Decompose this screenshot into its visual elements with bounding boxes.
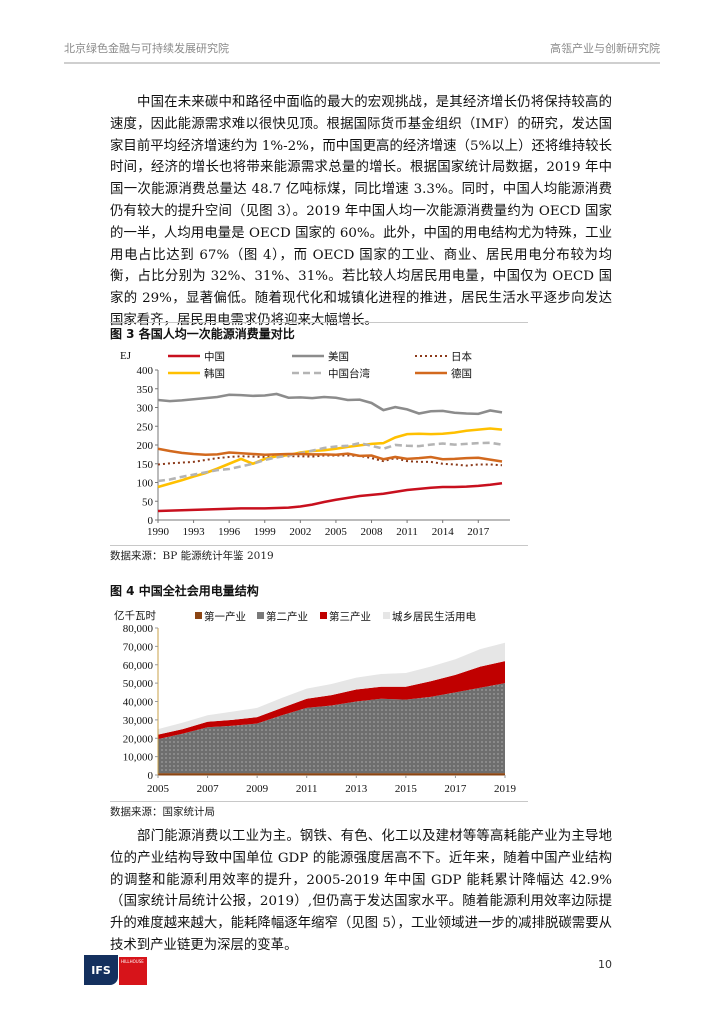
paragraph-2: 部门能源消费以工业为主。钢铁、有色、化工以及建材等等高耗能产业为主导地位的产业结… <box>110 829 612 953</box>
y-tick-label: 300 <box>137 403 154 415</box>
y-tick-label: 80,000 <box>123 623 154 635</box>
divider <box>110 322 528 323</box>
legend-label: 日本 <box>451 350 472 363</box>
y-tick-label: 400 <box>137 365 154 377</box>
figure-3-source: 数据来源：BP 能源统计年鉴 2019 <box>110 550 274 562</box>
legend-label: 第二产业 <box>266 610 308 623</box>
series-line-5 <box>157 447 503 463</box>
x-tick-label: 2014 <box>432 526 455 538</box>
x-tick-label: 2002 <box>289 526 311 538</box>
figure-3-chart: 0 50 100 150 200 250 300 350 400 1990 1993 1996 1999… <box>120 350 510 538</box>
x-tick-label: 2005 <box>147 783 170 795</box>
paragraph-1: 中国在未来碳中和路径中面临的最大的宏观挑战，是其经济增长仍将保持较高的速度，因此… <box>110 95 612 328</box>
x-tick-label: 2015 <box>395 783 418 795</box>
figure-4-source: 数据来源：国家统计局 <box>110 806 215 818</box>
y-tick-label: 50,000 <box>123 678 154 690</box>
x-tick-label: 2013 <box>345 783 368 795</box>
y-tick-label: 70,000 <box>123 641 154 653</box>
legend-label: 第一产业 <box>204 610 246 623</box>
x-tick-label: 2005 <box>325 526 348 538</box>
legend-label: 第三产业 <box>329 610 371 623</box>
legend-swatch <box>383 612 390 619</box>
y-tick-label: 40,000 <box>123 697 154 709</box>
y-tick-label: 0 <box>148 515 154 527</box>
y-tick-label: 0 <box>148 770 154 782</box>
header-left: 北京绿色金融与可持续发展研究院 <box>64 42 229 55</box>
series-line-1 <box>157 392 503 416</box>
y-tick-label: 10,000 <box>123 752 154 764</box>
legend-swatch <box>257 612 264 619</box>
series-line-0 <box>157 481 503 513</box>
area-series-1 <box>158 683 505 774</box>
y-axis-label: EJ <box>120 350 132 362</box>
area-series-2 <box>158 661 505 740</box>
x-tick-label: 2007 <box>197 783 220 795</box>
x-tick-label: 2009 <box>246 783 269 795</box>
x-tick-label: 1996 <box>218 526 241 538</box>
legend-label: 中国台湾 <box>328 367 370 380</box>
legend-swatch <box>195 612 202 619</box>
y-tick-label: 100 <box>137 478 154 490</box>
y-tick-label: 60,000 <box>123 660 154 672</box>
x-tick-label: 1993 <box>183 526 206 538</box>
page-number: 10 <box>598 958 612 971</box>
y-axis-label: 亿千瓦时 <box>114 609 156 622</box>
y-tick-label: 200 <box>137 440 154 452</box>
header-rule <box>64 62 660 64</box>
legend-label: 德国 <box>451 367 472 380</box>
hillhouse-logo: HILLHOUSE <box>119 957 147 985</box>
header-right: 高瓴产业与创新研究院 <box>550 42 660 55</box>
x-tick-label: 2011 <box>396 526 418 538</box>
figure-3-title: 图 3 各国人均一次能源消费量对比 <box>110 327 295 341</box>
figure-4-title: 图 4 中国全社会用电量结构 <box>110 584 259 598</box>
y-tick-label: 50 <box>142 496 154 508</box>
figure-4-chart: 0 10,000 20,000 30,000 40,000 50,000 60,000 70,… <box>114 609 517 795</box>
y-tick-label: 250 <box>137 421 154 433</box>
legend-label: 韩国 <box>204 367 225 380</box>
x-tick-label: 2008 <box>361 526 384 538</box>
area-series-3 <box>158 642 505 735</box>
x-tick-label: 2017 <box>444 783 467 795</box>
divider <box>110 545 528 546</box>
y-tick-label: 30,000 <box>123 715 154 727</box>
x-tick-label: 2019 <box>494 783 517 795</box>
legend-label: 美国 <box>328 350 349 363</box>
legend-swatch <box>320 612 327 619</box>
divider <box>110 801 528 802</box>
x-tick-label: 1999 <box>254 526 276 538</box>
y-tick-label: 150 <box>137 459 154 471</box>
series-line-4 <box>157 441 503 483</box>
y-tick-label: 20,000 <box>123 733 154 745</box>
x-tick-label: 1990 <box>147 526 170 538</box>
x-tick-label: 2017 <box>467 526 490 538</box>
legend-label: 中国 <box>204 350 225 363</box>
ifs-logo: IFS <box>84 955 118 985</box>
series-line-2 <box>157 454 503 467</box>
y-tick-label: 350 <box>137 384 154 396</box>
legend-label: 城乡居民生活用电 <box>392 610 476 623</box>
x-tick-label: 2011 <box>296 783 318 795</box>
